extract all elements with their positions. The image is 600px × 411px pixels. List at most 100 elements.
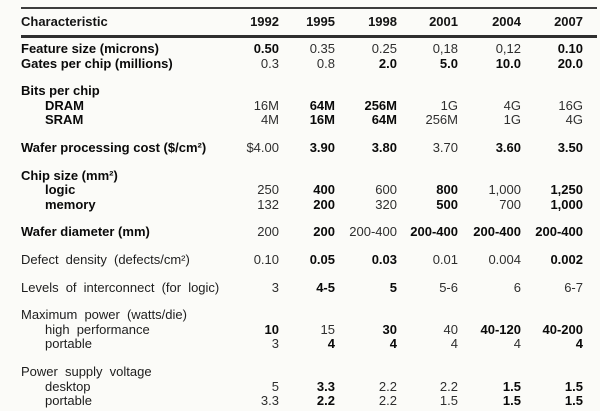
cell-value: 256M <box>364 97 397 113</box>
cell-value: 3.90 <box>309 139 335 155</box>
cell-value <box>335 156 397 184</box>
cell-value: 15 <box>320 321 335 337</box>
table-header: Characteristic 1992 1995 1998 2001 2004 2007 <box>21 8 597 37</box>
group-header-row: Maximum power (watts/die) <box>21 295 597 323</box>
cell-value <box>458 71 521 99</box>
row-label: desktop <box>45 378 91 394</box>
cell-value: 250 <box>257 182 279 198</box>
cell-value: $4.00 <box>246 139 279 155</box>
table-row: Levels of interconnect (for logic) 3 4-5 5 5… <box>21 268 597 296</box>
cell-value: 800 <box>436 182 458 198</box>
cell-value: 2.2 <box>316 393 335 409</box>
cell-value: 10 <box>264 321 279 337</box>
cell-value: 40-200 <box>542 321 583 337</box>
cell-value <box>397 71 458 99</box>
cell-value: 0.03 <box>371 251 397 267</box>
table-row: memory 132 200 320 500 700 1,000 <box>21 196 597 213</box>
table-row: Feature size (microns) 0.50 0.35 0.25 0,18 0,… <box>21 37 597 57</box>
cell-value <box>521 295 597 323</box>
cell-value: 3 <box>271 336 279 352</box>
row-label: Bits per chip <box>21 83 100 99</box>
cell-value <box>233 352 279 380</box>
cell-value <box>233 71 279 99</box>
table-row: DRAM 16M 64M 256M 1G 4G 16G <box>21 97 597 114</box>
column-header-year: 2001 <box>429 14 458 29</box>
row-label: Feature size (microns) <box>21 41 159 56</box>
table-row: Defect density (defects/cm²) 0.10 0.05 0.03… <box>21 240 597 268</box>
column-header-characteristic: Characteristic <box>21 14 108 29</box>
cell-value: 5-6 <box>439 279 458 295</box>
cell-value: 400 <box>313 182 335 198</box>
group-header-row: Power supply voltage <box>21 352 597 380</box>
cell-value <box>335 352 397 380</box>
cell-value <box>521 71 597 99</box>
cell-value: 3.70 <box>432 139 458 155</box>
column-header-year: 1995 <box>306 14 335 29</box>
cell-value: 200 <box>313 224 335 240</box>
cell-value: 0.05 <box>309 251 335 267</box>
cell-value: 3.50 <box>557 139 583 155</box>
cell-value: 3.3 <box>316 378 335 394</box>
cell-value: 2.2 <box>378 378 397 394</box>
row-label: Gates per chip (millions) <box>21 55 173 71</box>
group-header-row: Chip size (mm²) <box>21 156 597 184</box>
cell-value: 0,12 <box>495 41 521 56</box>
cell-value: 3 <box>271 279 279 295</box>
cell-value: 4 <box>575 336 583 352</box>
cell-value <box>458 352 521 380</box>
column-header-year: 1998 <box>368 14 397 29</box>
cell-value: 200-400 <box>473 224 521 240</box>
cell-value: 0.50 <box>253 41 279 56</box>
column-header-year: 1992 <box>250 14 279 29</box>
table-row: high performance 10 15 30 40 40-120 40-200 <box>21 321 597 338</box>
cell-value: 40-120 <box>480 321 521 337</box>
cell-value <box>458 156 521 184</box>
cell-value: 1.5 <box>502 378 521 394</box>
cell-value: 0.10 <box>557 41 583 56</box>
cell-value: 200 <box>257 224 279 240</box>
cell-value: 0,18 <box>432 41 458 56</box>
cell-value: 6 <box>513 279 521 295</box>
cell-value: 4 <box>389 336 397 352</box>
cell-value: 40 <box>443 321 458 337</box>
cell-value: 132 <box>257 196 279 212</box>
cell-value: 3.60 <box>495 139 521 155</box>
table-row: SRAM 4M 16M 64M 256M 1G 4G <box>21 113 597 128</box>
table-row: desktop 5 3.3 2.2 2.2 1.5 1.5 <box>21 378 597 395</box>
cell-value: 16G <box>558 97 583 113</box>
table-body: Feature size (microns) 0.50 0.35 0.25 0,18 0,… <box>21 37 597 409</box>
cell-value: 1.5 <box>564 393 583 409</box>
row-label: memory <box>45 196 96 212</box>
cell-value: 16M <box>253 97 279 113</box>
cell-value: 320 <box>375 196 397 212</box>
cell-value: 1.5 <box>502 393 521 409</box>
cell-value: 200-400 <box>349 224 397 240</box>
cell-value: 0.01 <box>432 251 458 267</box>
cell-value <box>233 295 279 323</box>
cell-value: 2.2 <box>439 378 458 394</box>
cell-value: 1.5 <box>439 393 458 409</box>
cell-value <box>279 352 335 380</box>
cell-value: 4 <box>450 336 458 352</box>
column-header-year: 2004 <box>492 14 521 29</box>
cell-value: 4 <box>327 336 335 352</box>
cell-value: 20.0 <box>557 55 583 71</box>
row-label: Wafer processing cost ($/cm²) <box>21 139 207 155</box>
row-label: SRAM <box>45 112 84 128</box>
group-header-row: Bits per chip <box>21 71 597 99</box>
cell-value <box>233 156 279 184</box>
cell-value: 4-5 <box>316 279 335 295</box>
row-label: Levels of interconnect (for logic) <box>21 279 220 295</box>
cell-value: 4M <box>260 112 279 128</box>
cell-value: 4 <box>513 336 521 352</box>
row-label: logic <box>45 182 76 198</box>
cell-value <box>397 156 458 184</box>
cell-value: 64M <box>371 112 397 128</box>
cell-value: 2.0 <box>378 55 397 71</box>
cell-value <box>279 71 335 99</box>
cell-value: 1G <box>440 97 458 113</box>
cell-value: 0.10 <box>253 251 279 267</box>
cell-value: 200-400 <box>410 224 458 240</box>
cell-value: 200 <box>313 196 335 212</box>
